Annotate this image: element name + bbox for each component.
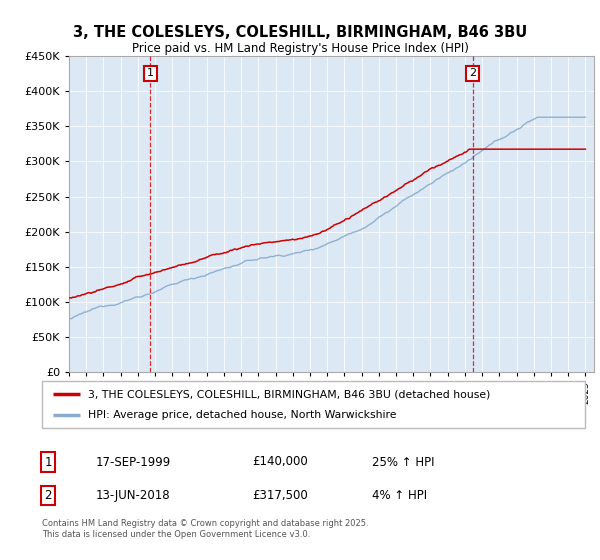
Text: Price paid vs. HM Land Registry's House Price Index (HPI): Price paid vs. HM Land Registry's House … (131, 42, 469, 55)
FancyBboxPatch shape (42, 381, 585, 428)
Text: 2: 2 (469, 68, 476, 78)
Text: 2: 2 (44, 489, 52, 502)
Text: 13-JUN-2018: 13-JUN-2018 (96, 489, 170, 502)
Text: 1: 1 (44, 455, 52, 469)
Text: 17-SEP-1999: 17-SEP-1999 (96, 455, 171, 469)
Text: £140,000: £140,000 (252, 455, 308, 469)
Text: 3, THE COLESLEYS, COLESHILL, BIRMINGHAM, B46 3BU: 3, THE COLESLEYS, COLESHILL, BIRMINGHAM,… (73, 25, 527, 40)
Text: HPI: Average price, detached house, North Warwickshire: HPI: Average price, detached house, Nort… (88, 410, 397, 420)
Text: 4% ↑ HPI: 4% ↑ HPI (372, 489, 427, 502)
Text: Contains HM Land Registry data © Crown copyright and database right 2025.
This d: Contains HM Land Registry data © Crown c… (42, 520, 368, 539)
Text: 25% ↑ HPI: 25% ↑ HPI (372, 455, 434, 469)
Text: 1: 1 (147, 68, 154, 78)
Text: 3, THE COLESLEYS, COLESHILL, BIRMINGHAM, B46 3BU (detached house): 3, THE COLESLEYS, COLESHILL, BIRMINGHAM,… (88, 389, 491, 399)
Text: £317,500: £317,500 (252, 489, 308, 502)
